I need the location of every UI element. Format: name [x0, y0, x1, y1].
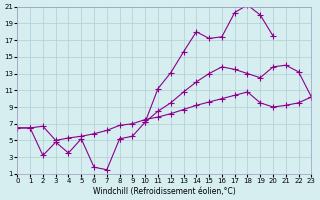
X-axis label: Windchill (Refroidissement éolien,°C): Windchill (Refroidissement éolien,°C): [93, 187, 236, 196]
